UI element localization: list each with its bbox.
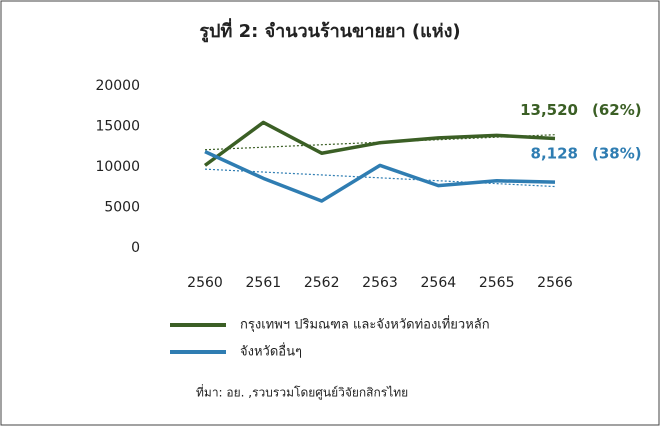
value-label: 8,128 bbox=[531, 145, 578, 163]
x-tick-label: 2564 bbox=[421, 275, 457, 291]
source-note: ที่มา: อย. ,รวบรวมโดยศูนย์วิจัยกสิกรไทย bbox=[196, 384, 408, 401]
share-label: (62%) bbox=[592, 101, 642, 119]
x-tick-label: 2561 bbox=[246, 275, 282, 291]
y-tick-label: 10000 bbox=[95, 159, 140, 175]
x-tick-label: 2566 bbox=[537, 275, 573, 291]
legend-label: กรุงเทพฯ ปริมณฑล และจังหวัดท่องเที่ยวหลั… bbox=[240, 316, 490, 333]
series-line bbox=[203, 120, 556, 167]
x-tick-label: 2563 bbox=[362, 275, 398, 291]
y-tick-label: 15000 bbox=[95, 119, 140, 135]
share-label: (38%) bbox=[592, 145, 642, 163]
chart-title: รูปที่ 2: จำนวนร้านขายยา (แห่ง) bbox=[199, 18, 460, 43]
x-tick-label: 2560 bbox=[187, 275, 223, 291]
trend-line bbox=[204, 168, 556, 188]
value-label: 13,520 bbox=[520, 101, 578, 119]
y-tick-label: 20000 bbox=[95, 78, 140, 94]
y-tick-label: 0 bbox=[131, 240, 140, 256]
x-tick-label: 2565 bbox=[479, 275, 515, 291]
y-tick-label: 5000 bbox=[104, 200, 140, 216]
series-line bbox=[204, 150, 556, 203]
x-tick-label: 2562 bbox=[304, 275, 340, 291]
legend-label: จังหวัดอื่นๆ bbox=[240, 343, 302, 360]
